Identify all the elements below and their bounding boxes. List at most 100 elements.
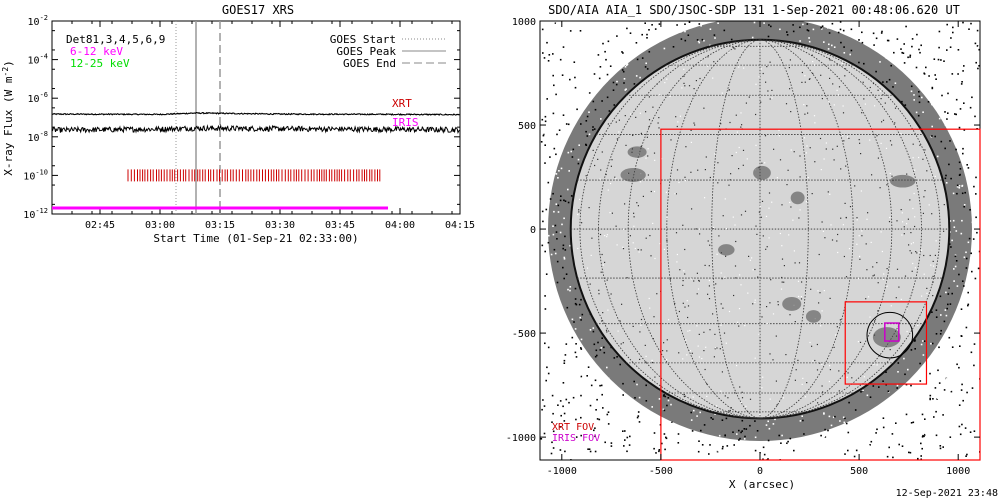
- disk-speckle-dot: [906, 173, 908, 175]
- speckle-dot: [930, 58, 933, 60]
- speckle-dot: [637, 415, 640, 417]
- speckle-dot: [666, 404, 668, 407]
- disk-speckle-dot: [797, 280, 800, 282]
- speckle-dot: [868, 445, 871, 447]
- speckle-dot: [910, 349, 913, 351]
- speckle-dot: [940, 329, 942, 332]
- speckle-dot: [688, 430, 691, 432]
- speckle-dot: [806, 29, 809, 31]
- disk-speckle-dot: [882, 278, 884, 280]
- disk-speckle-dot: [814, 359, 816, 362]
- disk-speckle-dot: [857, 278, 860, 280]
- speckle-dot: [853, 25, 855, 27]
- speckle-dot: [954, 32, 957, 35]
- speckle-dot: [967, 387, 970, 389]
- disk-speckle-dot: [649, 235, 651, 237]
- speckle-dot: [896, 387, 898, 389]
- disk-speckle-dot: [604, 261, 606, 263]
- speckle-dot: [708, 453, 710, 455]
- speckle-dot: [907, 455, 909, 457]
- disk-speckle-dot: [906, 330, 908, 333]
- speckle-dot: [890, 430, 893, 433]
- speckle-dot: [563, 420, 566, 422]
- disk-speckle-dot: [837, 251, 839, 254]
- disk-speckle-dot: [841, 63, 843, 65]
- speckle-dot: [577, 411, 580, 413]
- disk-speckle-dot: [765, 81, 767, 83]
- disk-speckle-dot: [817, 402, 819, 404]
- speckle-dot: [894, 82, 897, 84]
- disk-speckle-dot: [698, 333, 700, 335]
- speckle-dot: [551, 296, 553, 299]
- speckle-dot: [976, 45, 979, 47]
- disk-speckle-dot: [735, 114, 737, 116]
- speckle-dot: [969, 431, 972, 433]
- speckle-dot: [653, 432, 656, 434]
- disk-speckle-dot: [606, 331, 608, 333]
- disk-speckle-dot: [832, 83, 834, 85]
- disk-speckle-dot: [758, 333, 760, 335]
- disk-speckle-dot: [718, 235, 720, 237]
- speckle-dot: [555, 330, 557, 333]
- disk-speckle-dot: [610, 293, 612, 295]
- speckle-dot: [965, 334, 967, 337]
- disk-speckle-dot: [740, 112, 742, 114]
- disk-speckle-dot: [821, 98, 823, 100]
- speckle-dot: [594, 355, 597, 358]
- speckle-dot: [945, 378, 948, 380]
- speckle-dot: [709, 28, 712, 30]
- speckle-dot: [948, 163, 950, 166]
- speckle-dot: [607, 423, 610, 425]
- speckle-dot: [945, 174, 947, 177]
- disk-speckle-dot: [789, 314, 791, 316]
- speckle-dot: [954, 323, 957, 325]
- speckle-dot: [580, 319, 582, 321]
- speckle-dot: [663, 409, 666, 412]
- disk-speckle-dot: [727, 397, 729, 399]
- active-region: [753, 165, 771, 180]
- disk-speckle-dot: [819, 292, 821, 294]
- speckle-dot: [970, 41, 972, 44]
- speckle-dot: [971, 270, 973, 273]
- speckle-dot: [603, 351, 606, 354]
- disk-speckle-dot: [728, 410, 730, 412]
- disk-speckle-dot: [891, 175, 893, 177]
- disk-speckle-dot: [885, 147, 888, 149]
- disk-speckle-dot: [648, 126, 650, 128]
- speckle-dot: [554, 431, 556, 434]
- longitude-line: [759, 39, 941, 419]
- speckle-dot: [548, 304, 551, 306]
- speckle-dot: [767, 420, 769, 423]
- speckle-dot: [601, 337, 603, 339]
- disk-speckle-dot: [890, 305, 892, 307]
- speckle-dot: [754, 449, 757, 452]
- speckle-dot: [949, 436, 952, 438]
- disk-speckle-dot: [748, 255, 750, 257]
- speckle-dot: [848, 437, 851, 440]
- y-tick-label: 10-4: [28, 53, 48, 67]
- disk-speckle-dot: [926, 287, 928, 289]
- disk-speckle-dot: [698, 280, 700, 282]
- disk-speckle-dot: [811, 54, 813, 56]
- disk-speckle-dot: [725, 342, 727, 344]
- speckle-dot: [663, 394, 665, 396]
- speckle-dot: [556, 238, 558, 240]
- disk-speckle-dot: [859, 258, 861, 260]
- disk-speckle-dot: [716, 347, 718, 349]
- speckle-dot: [598, 418, 601, 421]
- speckle-dot: [626, 432, 629, 435]
- disk-speckle-dot: [928, 204, 930, 206]
- speckle-dot: [566, 306, 569, 309]
- speckle-dot: [560, 167, 563, 170]
- speckle-dot: [929, 86, 931, 88]
- disk-speckle-dot: [682, 280, 684, 282]
- speckle-dot: [950, 177, 952, 180]
- speckle-dot: [786, 34, 789, 36]
- speckle-dot: [613, 457, 616, 460]
- disk-speckle-dot: [913, 192, 915, 195]
- speckle-dot: [943, 389, 946, 391]
- disk-speckle-dot: [639, 181, 642, 183]
- speckle-dot: [545, 273, 548, 275]
- disk-speckle-dot: [717, 182, 719, 184]
- speckle-dot: [736, 458, 739, 460]
